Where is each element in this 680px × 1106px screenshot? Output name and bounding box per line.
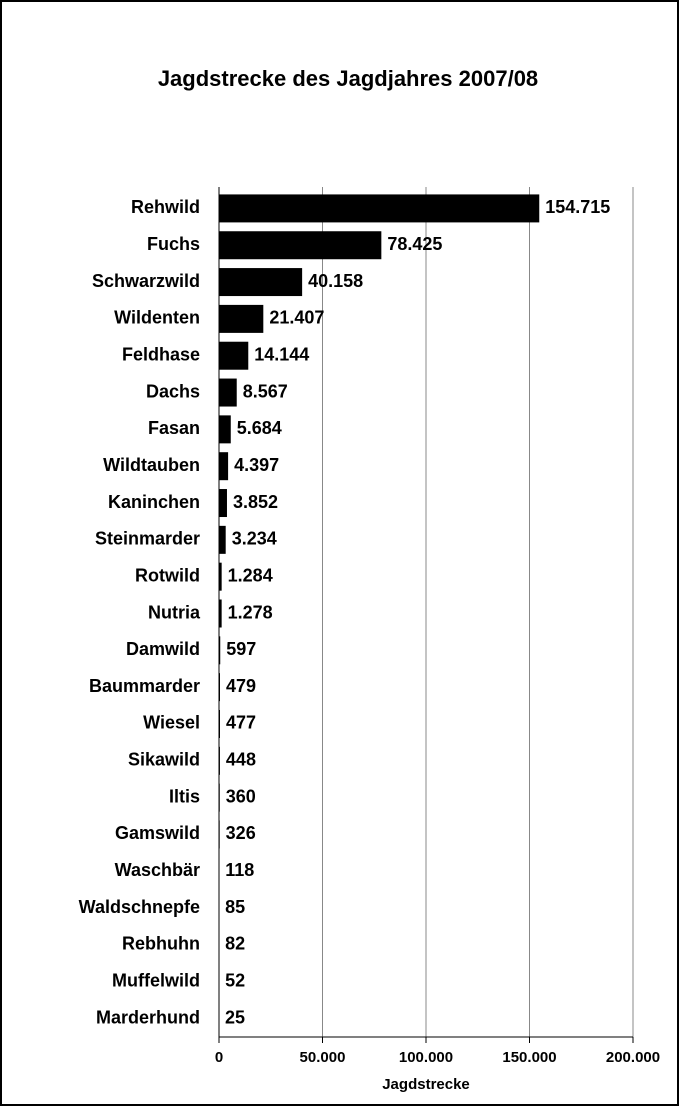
value-label: 78.425 — [387, 234, 442, 254]
value-label: 3.234 — [232, 529, 277, 549]
y-tick-label: Fasan — [148, 418, 200, 438]
bar — [219, 562, 222, 591]
x-tick-label: 200.000 — [606, 1049, 660, 1066]
value-label: 477 — [226, 713, 256, 733]
x-tick-label: 0 — [215, 1049, 223, 1066]
x-tick-label: 100.000 — [399, 1049, 453, 1066]
bar — [219, 783, 220, 812]
y-tick-label: Sikawild — [128, 750, 200, 770]
bar — [219, 599, 222, 628]
bar — [219, 231, 382, 260]
y-tick-label: Damwild — [126, 639, 200, 659]
y-tick-label: Feldhase — [122, 344, 200, 364]
y-tick-label: Waschbär — [115, 860, 200, 880]
bar — [219, 709, 220, 738]
value-label: 82 — [225, 934, 245, 954]
y-tick-label: Wiesel — [143, 713, 200, 733]
y-tick-label: Marderhund — [96, 1007, 200, 1027]
value-label: 479 — [226, 676, 256, 696]
value-label: 21.407 — [269, 308, 324, 328]
y-tick-label: Rotwild — [135, 565, 200, 585]
y-tick-label: Waldschnepfe — [79, 897, 200, 917]
y-tick-label: Iltis — [169, 786, 200, 806]
value-label: 40.158 — [308, 271, 363, 291]
y-tick-label: Wildenten — [114, 308, 200, 328]
y-tick-label: Fuchs — [147, 234, 200, 254]
y-tick-label: Wildtauben — [103, 455, 200, 475]
value-label: 8.567 — [243, 381, 288, 401]
y-tick-label: Rehwild — [131, 197, 200, 217]
bar — [219, 525, 226, 554]
value-label: 448 — [226, 750, 256, 770]
chart-title: Jagdstrecke des Jagdjahres 2007/08 — [158, 66, 538, 91]
value-label: 52 — [225, 971, 245, 991]
value-label: 3.852 — [233, 492, 278, 512]
value-label: 1.278 — [228, 602, 273, 622]
value-label: 326 — [226, 823, 256, 843]
value-label: 597 — [226, 639, 256, 659]
y-tick-label: Rebhuhn — [122, 934, 200, 954]
bar — [219, 636, 221, 665]
bar — [219, 415, 231, 444]
bar — [219, 452, 229, 481]
bar — [219, 489, 227, 518]
y-tick-label: Gamswild — [115, 823, 200, 843]
y-tick-label: Steinmarder — [95, 529, 200, 549]
bar — [219, 194, 540, 223]
y-tick-label: Muffelwild — [112, 971, 200, 991]
y-tick-label: Kaninchen — [108, 492, 200, 512]
value-label: 85 — [225, 897, 245, 917]
bar — [219, 268, 303, 297]
x-tick-label: 50.000 — [300, 1049, 346, 1066]
y-tick-label: Baummarder — [89, 676, 200, 696]
value-label: 154.715 — [545, 197, 610, 217]
bar — [219, 378, 237, 407]
y-tick-label: Nutria — [148, 602, 201, 622]
y-tick-label: Schwarzwild — [92, 271, 200, 291]
y-tick-label: Dachs — [146, 381, 200, 401]
bar — [219, 820, 220, 849]
bar — [219, 304, 264, 333]
value-label: 360 — [226, 786, 256, 806]
bar — [219, 341, 249, 370]
value-label: 1.284 — [228, 565, 273, 585]
value-label: 4.397 — [234, 455, 279, 475]
bar — [219, 673, 220, 702]
x-axis-title: Jagdstrecke — [382, 1076, 470, 1093]
x-tick-label: 150.000 — [502, 1049, 556, 1066]
value-label: 5.684 — [237, 418, 282, 438]
bar — [219, 746, 220, 775]
value-label: 25 — [225, 1007, 245, 1027]
value-label: 118 — [225, 860, 254, 880]
value-label: 14.144 — [254, 344, 309, 364]
